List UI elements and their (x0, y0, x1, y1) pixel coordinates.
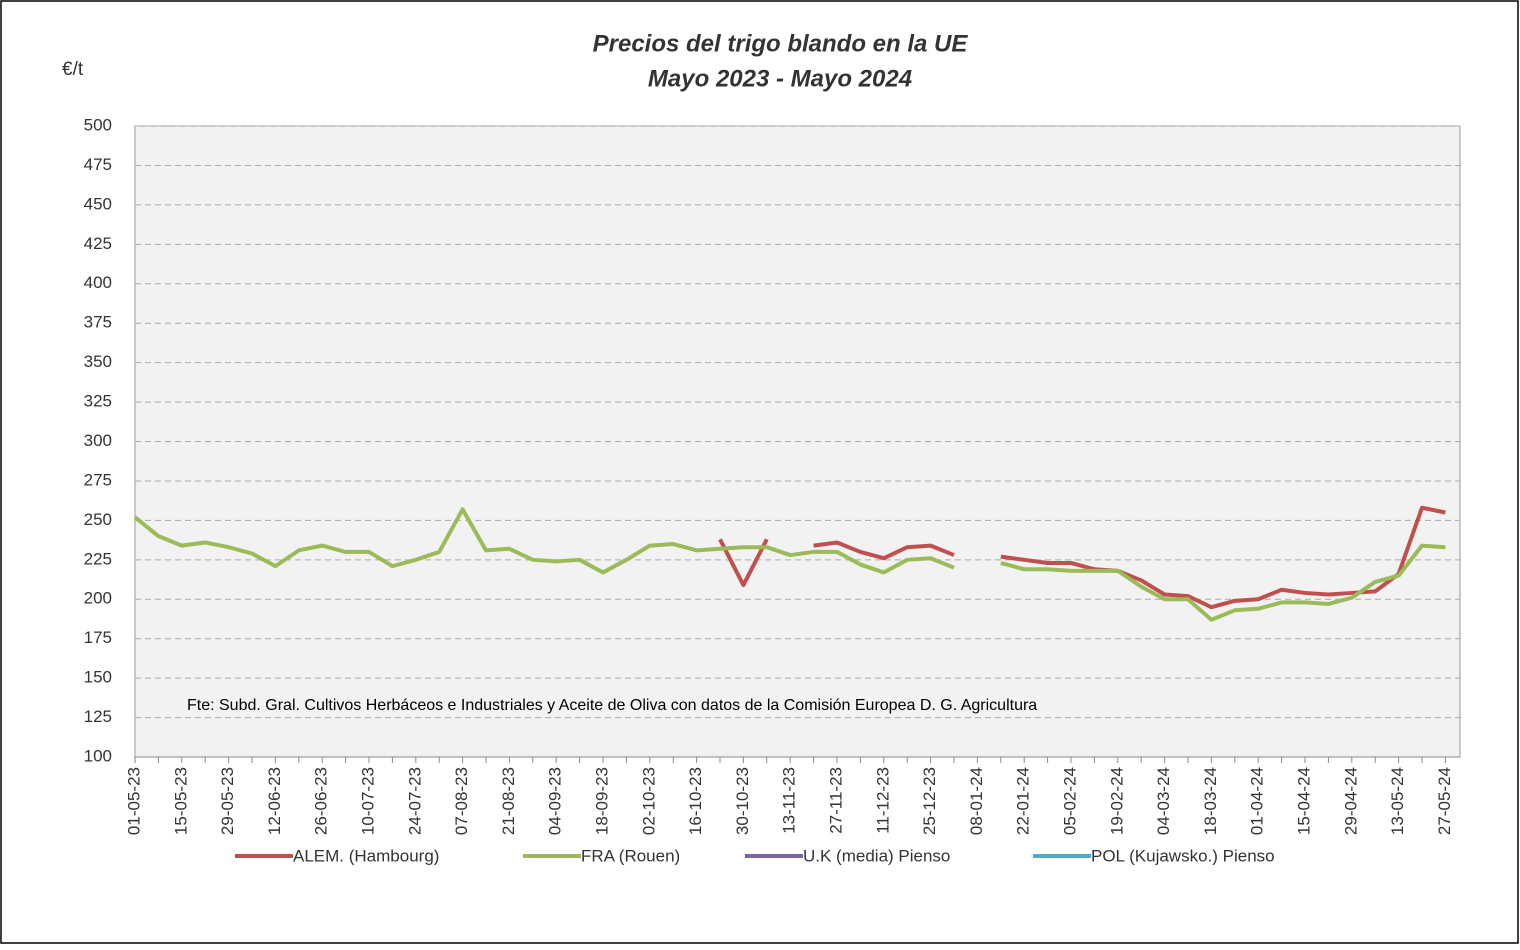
y-tick-label: 300 (84, 431, 112, 450)
y-tick-label: 125 (84, 707, 112, 726)
y-tick-label: 325 (84, 392, 112, 411)
x-tick-label: 07-08-23 (452, 767, 471, 835)
y-tick-label: 175 (84, 628, 112, 647)
legend-label: FRA (Rouen) (581, 846, 680, 865)
legend-label: U.K (media) Pienso (803, 846, 950, 865)
x-tick-label: 13-05-24 (1388, 767, 1407, 835)
x-tick-label: 01-04-24 (1248, 767, 1267, 835)
series-line (718, 538, 769, 588)
x-tick-label: 04-03-24 (1154, 767, 1173, 835)
x-tick-label: 29-05-23 (218, 767, 237, 835)
x-tick-label: 25-12-23 (920, 767, 939, 835)
y-tick-label: 275 (84, 470, 112, 489)
y-tick-label: 475 (84, 155, 112, 174)
series-line (1000, 543, 1446, 622)
y-tick-label: 350 (84, 352, 112, 371)
y-tick-label: 500 (84, 115, 112, 134)
x-tick-label: 08-01-24 (967, 767, 986, 835)
y-tick-label: 150 (84, 668, 112, 687)
x-tick-label: 13-11-23 (780, 767, 799, 834)
legend-label: POL (Kujawsko.) Pienso (1091, 846, 1275, 865)
y-tick-label: 250 (84, 510, 112, 529)
y-tick-label: 450 (84, 194, 112, 213)
series-line (813, 540, 955, 561)
x-tick-label: 19-02-24 (1107, 767, 1126, 835)
x-tick-label: 22-01-24 (1014, 767, 1033, 835)
x-tick-label: 24-07-23 (405, 767, 424, 835)
series-line (1000, 505, 1446, 610)
y-tick-label: 375 (84, 313, 112, 332)
x-tick-label: 05-02-24 (1060, 767, 1079, 835)
series-line (133, 507, 955, 575)
x-tick-label: 27-05-24 (1435, 767, 1454, 835)
chart-title: Precios del trigo blando en la UE (593, 30, 969, 57)
x-tick-label: 10-07-23 (358, 767, 377, 835)
x-tick-label: 11-12-23 (873, 767, 892, 834)
annotation: Fte: Subd. Gral. Cultivos Herbáceos e In… (187, 697, 1037, 714)
x-tick-label: 04-09-23 (546, 767, 565, 835)
y-axis-label: €/t (62, 59, 84, 80)
x-tick-label: 02-10-23 (639, 767, 658, 835)
x-tick-label: 18-09-23 (592, 767, 611, 835)
x-tick-label: 26-06-23 (312, 767, 331, 835)
x-tick-label: 27-11-23 (826, 767, 845, 834)
x-tick-label: 12-06-23 (265, 767, 284, 835)
x-tick-label: 16-10-23 (686, 767, 705, 835)
x-tick-label: 21-08-23 (499, 767, 518, 835)
x-tick-label: 01-05-23 (124, 767, 143, 835)
y-tick-label: 225 (84, 549, 112, 568)
y-tick-label: 100 (84, 746, 112, 765)
x-tick-label: 18-03-24 (1201, 767, 1220, 835)
x-tick-label: 30-10-23 (733, 767, 752, 835)
y-tick-label: 425 (84, 234, 112, 253)
x-tick-label: 29-04-24 (1341, 767, 1360, 835)
x-tick-label: 15-04-24 (1294, 767, 1313, 835)
x-tick-label: 15-05-23 (171, 767, 190, 835)
chart-subtitle: Mayo 2023 - Mayo 2024 (648, 65, 912, 92)
legend-label: ALEM. (Hambourg) (293, 846, 439, 865)
y-tick-label: 200 (84, 589, 112, 608)
y-tick-label: 400 (84, 273, 112, 292)
